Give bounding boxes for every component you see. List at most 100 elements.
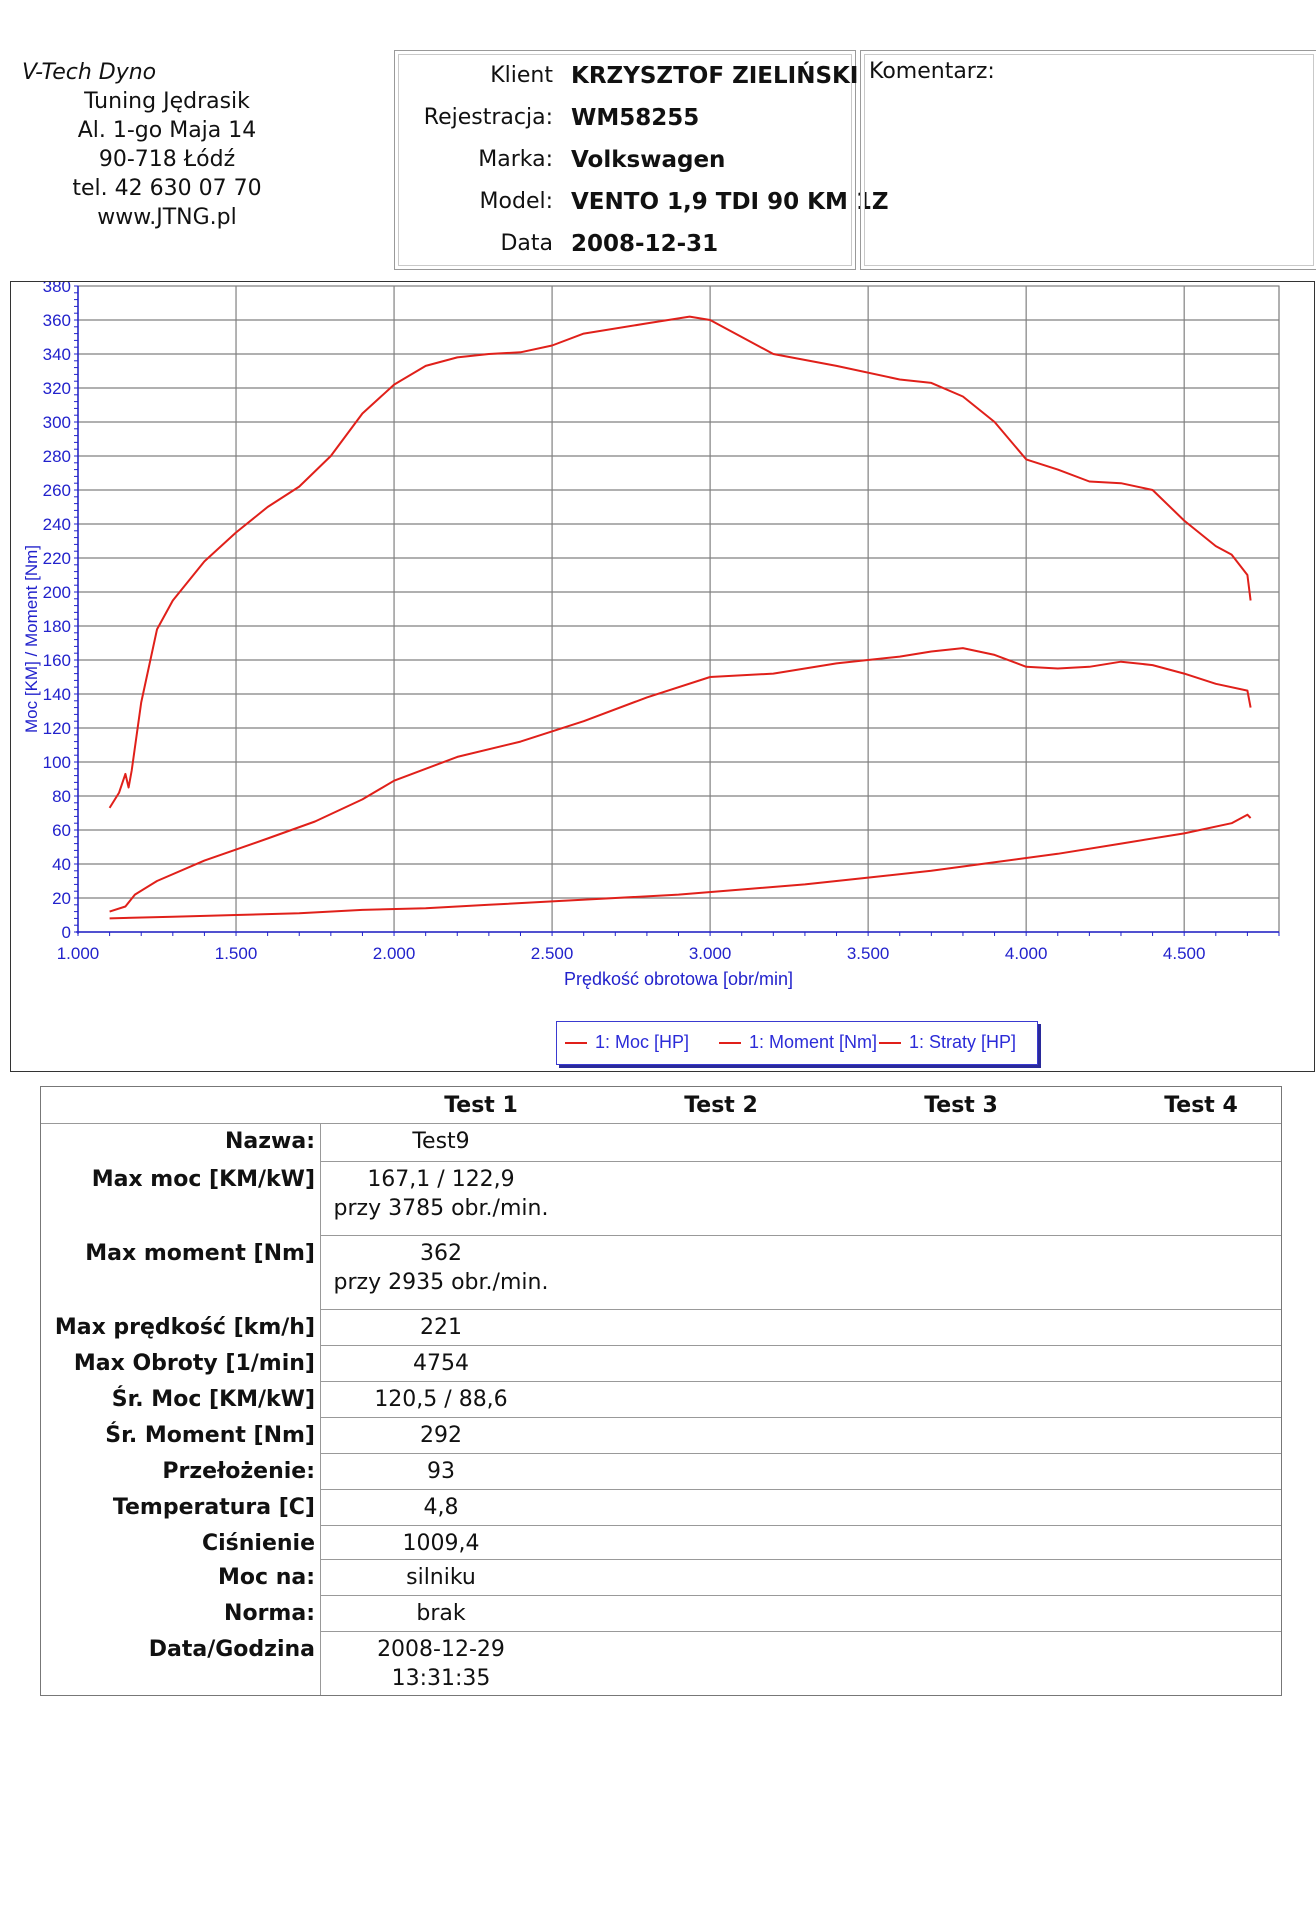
row-value: 362: [420, 1241, 462, 1266]
row-value: 1009,4: [402, 1531, 480, 1556]
row-value-secondary: 13:31:35: [391, 1666, 491, 1691]
y-tick-label: 340: [43, 345, 71, 364]
row-divider: [321, 1345, 1281, 1346]
shop-address-line: Al. 1-go Maja 14: [77, 118, 257, 143]
row-divider: [321, 1235, 1281, 1236]
y-tick-label: 20: [52, 889, 71, 908]
row-divider: [321, 1525, 1281, 1526]
row-divider: [321, 1417, 1281, 1418]
y-tick-label: 140: [43, 685, 71, 704]
y-tick-label: 300: [43, 413, 71, 432]
date-value: 2008-12-31: [571, 231, 719, 257]
row-divider: [321, 1161, 1281, 1162]
row-value: 221: [420, 1315, 462, 1340]
legend-item: 1: Moment [Nm]: [719, 1032, 877, 1053]
row-label: Moc na:: [217, 1565, 315, 1590]
y-tick-label: 160: [43, 651, 71, 670]
row-value: 2008-12-29: [377, 1637, 505, 1662]
y-tick-label: 320: [43, 379, 71, 398]
y-tick-label: 260: [43, 481, 71, 500]
row-value: brak: [416, 1601, 466, 1626]
row-divider: [321, 1489, 1281, 1490]
series-line-3: [109, 813, 1252, 920]
y-tick-label: 380: [43, 282, 71, 296]
column-header: Test 1: [444, 1093, 518, 1118]
client-value: KRZYSZTOF ZIELIŃSKI: [571, 63, 859, 89]
row-divider: [41, 1123, 1281, 1124]
date-row: Data 2008-12-31: [395, 225, 855, 265]
row-value: 292: [420, 1423, 462, 1448]
column-header: Test 3: [924, 1093, 998, 1118]
y-axis-label: Moc [KM] / Moment [Nm]: [22, 545, 41, 733]
row-label: Norma:: [224, 1601, 315, 1626]
y-tick-label: 180: [43, 617, 71, 636]
make-label: Marka:: [478, 147, 553, 172]
registration-row: Rejestracja: WM58255: [395, 99, 855, 139]
row-label: Ciśnienie: [201, 1531, 315, 1556]
date-label: Data: [500, 231, 553, 256]
y-tick-label: 280: [43, 447, 71, 466]
row-value: 120,5 / 88,6: [374, 1387, 508, 1412]
make-row: Marka: Volkswagen: [395, 141, 855, 181]
y-tick-label: 220: [43, 549, 71, 568]
row-divider: [321, 1381, 1281, 1382]
row-divider: [321, 1559, 1281, 1560]
y-tick-label: 60: [52, 821, 71, 840]
legend-label: 1: Moc [HP]: [595, 1032, 690, 1052]
row-divider: [321, 1631, 1281, 1632]
model-value: VENTO 1,9 TDI 90 KM 1Z: [571, 189, 889, 215]
legend-label: 1: Moment [Nm]: [749, 1032, 878, 1052]
legend-item: 1: Moc [HP]: [565, 1032, 689, 1053]
column-divider: [320, 1123, 321, 1695]
row-value: 4,8: [423, 1495, 459, 1520]
row-divider: [321, 1309, 1281, 1310]
x-tick-label: 1.500: [215, 944, 258, 963]
row-label: Śr. Moment [Nm]: [105, 1423, 315, 1448]
column-header: Test 4: [1164, 1093, 1238, 1118]
row-label: Data/Godzina: [148, 1637, 315, 1662]
chart-legend: 1: Moc [HP] 1: Moment [Nm] 1: Straty [HP…: [556, 1021, 1038, 1065]
shop-phone: tel. 42 630 07 70: [72, 176, 262, 201]
x-tick-label: 1.000: [57, 944, 100, 963]
row-value: silniku: [406, 1565, 476, 1590]
row-label: Temperatura [C]: [112, 1495, 315, 1520]
shop-info: V-Tech Dyno Tuning Jędrasik Al. 1-go Maj…: [22, 58, 312, 232]
row-label: Max moc [KM/kW]: [91, 1167, 315, 1192]
y-tick-label: 120: [43, 719, 71, 738]
y-tick-label: 40: [52, 855, 71, 874]
column-header: Test 2: [684, 1093, 758, 1118]
client-info-box: Klient KRZYSZTOF ZIELIŃSKI Rejestracja: …: [394, 50, 889, 270]
client-row: Klient KRZYSZTOF ZIELIŃSKI: [395, 57, 859, 97]
legend-label: 1: Straty [HP]: [909, 1032, 1017, 1052]
x-axis-label: Prędkość obrotowa [obr/min]: [564, 969, 793, 989]
x-tick-label: 3.500: [847, 944, 890, 963]
comment-box: Komentarz:: [860, 50, 1316, 270]
make-value: Volkswagen: [571, 147, 726, 173]
row-label: Nazwa:: [224, 1129, 315, 1154]
comment-label: Komentarz:: [869, 59, 995, 84]
row-divider: [321, 1595, 1281, 1596]
row-value: 93: [427, 1459, 455, 1484]
row-label: Max Obroty [1/min]: [73, 1351, 315, 1376]
row-value-secondary: przy 3785 obr./min.: [333, 1196, 549, 1221]
results-table: Test 1 Test 2 Test 3 Test 4 Nazwa: Test9 M…: [40, 1086, 1282, 1696]
plot-area: [77, 285, 1280, 933]
row-label: Max prędkość [km/h]: [54, 1315, 315, 1340]
y-tick-label: 360: [43, 311, 71, 330]
y-tick-label: 200: [43, 583, 71, 602]
x-tick-label: 4.500: [1163, 944, 1206, 963]
series-line-2: [108, 315, 1252, 809]
registration-label: Rejestracja:: [423, 105, 553, 130]
shop-website[interactable]: www.JTNG.pl: [97, 205, 237, 230]
row-label: Przełożenie:: [162, 1459, 315, 1484]
shop-address-line: Tuning Jędrasik: [84, 89, 250, 114]
dyno-chart: 0 20 40 60 80 100 120 140 160 180 200 220 240 260 280 3…: [10, 281, 1315, 1072]
y-tick-label: 240: [43, 515, 71, 534]
chart-canvas: 0 20 40 60 80 100 120 140 160 180 200 220 240 260 280 3…: [22, 282, 1280, 989]
shop-name: V-Tech Dyno: [22, 60, 157, 85]
row-divider: [321, 1453, 1281, 1454]
x-tick-label: 3.000: [689, 944, 732, 963]
legend-swatch: [879, 1042, 901, 1045]
series-line-1: [109, 647, 1252, 913]
model-label: Model:: [479, 189, 553, 214]
